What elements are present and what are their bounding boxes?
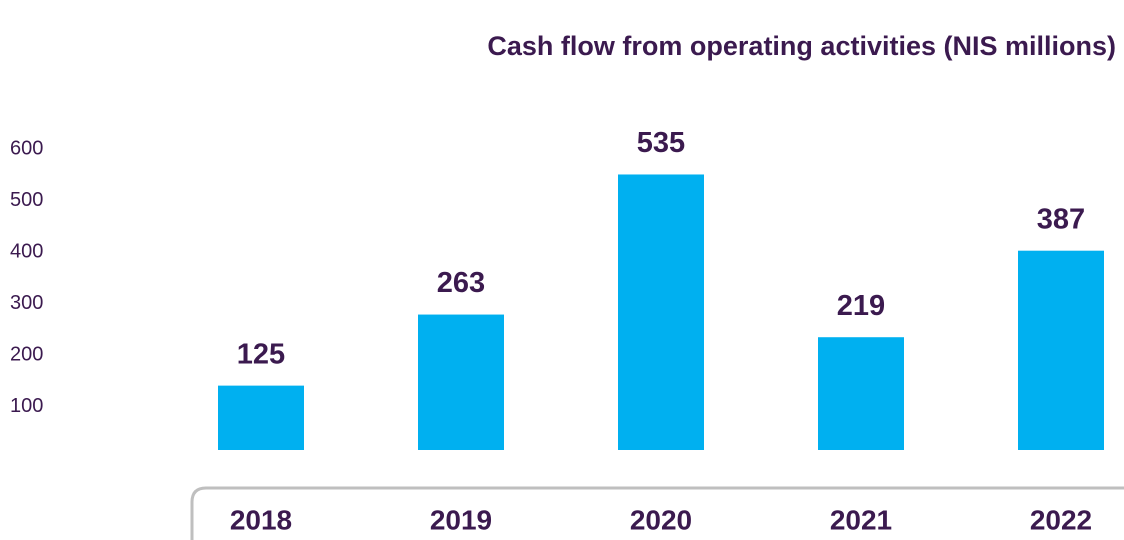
y-tick-label: 400: [10, 240, 43, 262]
x-tick-label: 2021: [830, 504, 892, 535]
y-tick-label: 200: [10, 343, 43, 365]
y-tick-label: 100: [10, 395, 43, 417]
value-label: 263: [437, 267, 485, 299]
x-tick-label: 2019: [430, 504, 492, 535]
y-tick-label: 300: [10, 292, 43, 314]
chart-title: Cash flow from operating activities (NIS…: [487, 31, 1116, 61]
x-tick-label: 2022: [1030, 504, 1092, 535]
bar: [618, 174, 704, 450]
bar: [1018, 250, 1104, 450]
x-tick-label: 2020: [630, 504, 692, 535]
bar: [218, 385, 304, 450]
bar: [418, 314, 504, 450]
y-tick-label: 600: [10, 137, 43, 159]
x-tick-label: 2018: [230, 504, 292, 535]
value-label: 125: [237, 338, 285, 370]
bar: [818, 337, 904, 450]
value-label: 219: [837, 290, 885, 322]
value-label: 387: [1037, 203, 1085, 235]
y-tick-label: 500: [10, 189, 43, 211]
value-label: 535: [637, 127, 685, 159]
axis-frame: [190, 486, 1124, 540]
